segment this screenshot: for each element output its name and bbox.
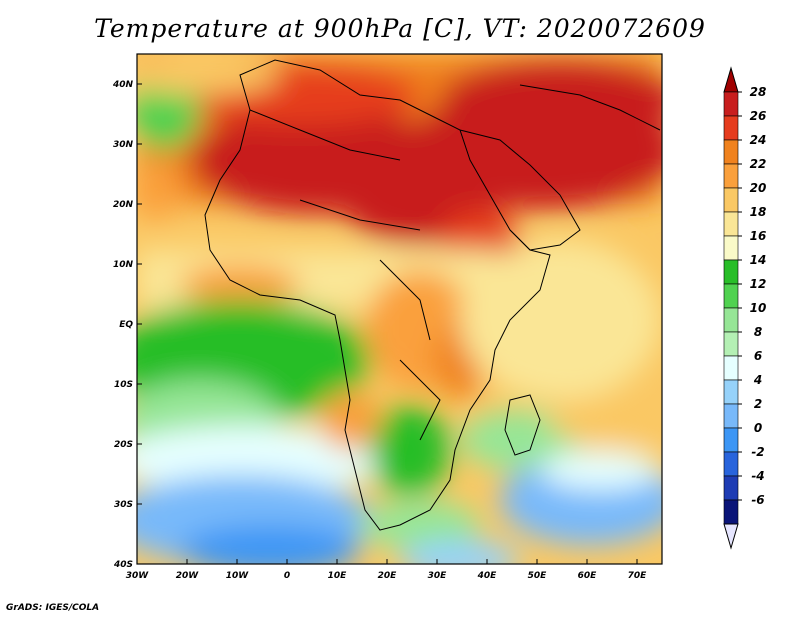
- colorbar-segment: [723, 139, 739, 165]
- x-tick-label: 10W: [226, 571, 250, 581]
- colorbar-segment: [723, 523, 739, 550]
- colorbar-segment: [723, 91, 739, 117]
- colorbar-label: -2: [751, 445, 764, 459]
- x-tick-label: 70E: [628, 571, 648, 581]
- y-tick-label: 40S: [113, 560, 133, 570]
- colorbar-segment: [723, 259, 739, 285]
- y-tick-label: EQ: [119, 320, 133, 330]
- y-tick-label: 10N: [113, 260, 134, 270]
- y-tick-label: 10S: [114, 380, 133, 390]
- y-tick-label: 30N: [113, 140, 134, 150]
- colorbar-segment: [723, 427, 739, 453]
- colorbar-label: 12: [750, 277, 767, 291]
- coastline: [204, 59, 661, 531]
- colorbar-segment: [723, 187, 739, 213]
- colorbar-label: 2: [754, 397, 762, 411]
- x-tick-label: 60E: [578, 571, 598, 581]
- colorbar-segment: [723, 331, 739, 357]
- x-tick-label: 40E: [477, 571, 498, 581]
- colorbar-label: 22: [750, 157, 767, 171]
- map-title: Temperature at 900hPa [C], VT: 202007260…: [94, 14, 706, 43]
- colorbar-label: 26: [750, 109, 767, 123]
- x-tick-label: 20E: [378, 571, 398, 581]
- temperature-field: [137, 54, 662, 564]
- x-tick-label: 30W: [126, 571, 150, 581]
- colorbar-segment: [723, 499, 739, 525]
- y-axis: 40N 30N 20N 10N EQ 10S 20S 30S 40S: [112, 80, 142, 570]
- colorbar-label: 8: [754, 325, 762, 339]
- colorbar-label: 18: [750, 205, 767, 219]
- colorbar-label: 28: [750, 85, 767, 99]
- y-tick-label: 20N: [113, 200, 134, 210]
- colorbar-label: 24: [750, 133, 767, 147]
- y-tick-label: 30S: [114, 500, 133, 510]
- colorbar-label: 0: [754, 421, 762, 435]
- x-tick-label: 50E: [528, 571, 548, 581]
- colorbar-segment: [723, 403, 739, 429]
- colorbar-label: 14: [750, 253, 767, 267]
- x-tick-label: 30E: [428, 571, 448, 581]
- colorbar-segment: [723, 307, 739, 333]
- colorbar-segment: [723, 163, 739, 189]
- colorbar-segment: [723, 115, 739, 141]
- grads-credit: GrADS: IGES/COLA: [6, 603, 100, 613]
- x-tick-label: 0: [284, 571, 290, 581]
- colorbar-label: 20: [750, 181, 767, 195]
- x-tick-label: 10E: [328, 571, 348, 581]
- colorbar-segment: [723, 66, 739, 93]
- colorbar-label: 6: [754, 349, 762, 363]
- colorbar-segment: [723, 355, 739, 381]
- colorbar-segment: [723, 283, 739, 309]
- colorbar-segment: [723, 211, 739, 237]
- x-axis: 30W 20W 10W 0 10E 20E 30E 40E 50E 60E 70E: [126, 559, 647, 581]
- colorbar-segment: [723, 475, 739, 501]
- colorbar-segment: [723, 235, 739, 261]
- x-tick-label: 20W: [176, 571, 200, 581]
- colorbar-label: 16: [750, 229, 767, 243]
- colorbar-label: 4: [753, 373, 762, 387]
- colorbar-segment: [723, 379, 739, 405]
- colorbar-label: -4: [751, 469, 764, 483]
- colorbar-segment: [723, 451, 739, 477]
- colorbar-label: -6: [751, 493, 764, 507]
- y-tick-label: 20S: [114, 440, 133, 450]
- y-tick-label: 40N: [112, 80, 134, 90]
- colorbar-label: 10: [750, 301, 767, 315]
- map-frame: [136, 53, 663, 565]
